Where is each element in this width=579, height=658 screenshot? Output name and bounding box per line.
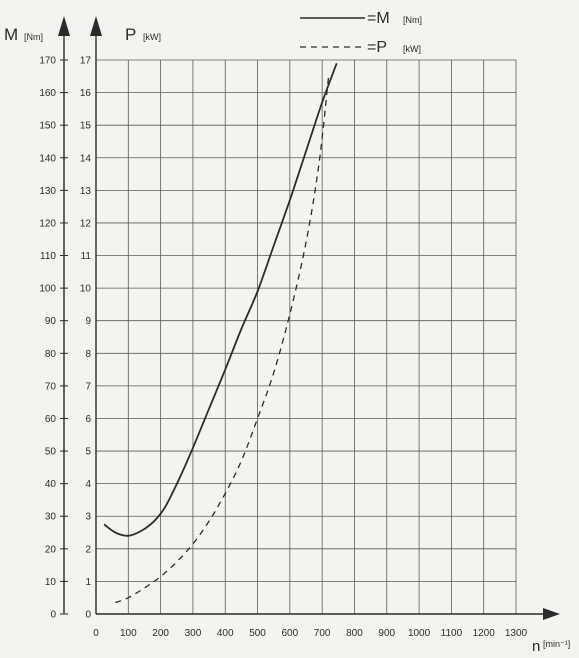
axes: [58, 16, 560, 620]
x-axis-title: n [min⁻¹]: [532, 638, 570, 655]
y-left-tick-label: 120: [39, 218, 56, 229]
y-right-tick-label: 11: [81, 251, 92, 262]
series-line-p: [115, 76, 330, 604]
y-right-tick-label: 12: [80, 218, 92, 229]
y-left-tick-label: 40: [45, 479, 57, 490]
grid: [96, 59, 517, 615]
legend-m-unit: [Nm]: [403, 15, 422, 25]
legend-m-symbol: =M: [367, 10, 390, 27]
y-left-tick-label: 110: [40, 251, 56, 262]
y-right-tick-label: 9: [85, 316, 91, 327]
x-axis-unit: [min⁻¹]: [543, 639, 570, 649]
y-right-tick-label: 8: [85, 349, 91, 360]
y-left-axis-symbol: M: [4, 25, 18, 44]
tick-labels: 0 100 200 300 400 500 600 700 800 900 1000 1100 1200…: [39, 56, 527, 640]
y-left-tick-label: 140: [39, 153, 56, 164]
x-tick-label: 400: [217, 628, 234, 639]
x-tick-label: 1100: [441, 628, 463, 639]
y-right-axis-symbol: P: [125, 25, 136, 44]
x-tick-label: 0: [93, 628, 99, 639]
y-left-tick-label: 100: [39, 284, 56, 295]
y-left-axis-title: M [Nm]: [4, 25, 43, 44]
y-right-tick-label: 4: [85, 479, 91, 490]
y-right-tick-label: 0: [85, 610, 91, 621]
y-left-axis-unit: [Nm]: [24, 32, 43, 42]
y-left-tick-label: 30: [45, 512, 57, 523]
y-right-tick-label: 2: [85, 544, 91, 555]
legend-p-unit: [kW]: [403, 44, 421, 54]
legend-p-symbol: =P: [367, 39, 387, 56]
y-right-tick-label: 6: [85, 414, 91, 425]
y-right-tick-label: 14: [80, 153, 92, 164]
x-tick-label: 100: [120, 628, 137, 639]
x-tick-label: 300: [185, 628, 202, 639]
y-right-tick-label: 1: [85, 577, 91, 588]
y-left-tick-label: 50: [45, 447, 57, 458]
y-right-tick-label: 15: [80, 121, 92, 132]
y-right-axis-title: P [kW]: [125, 25, 161, 44]
y-right-tick-label: 13: [80, 186, 92, 197]
y-left-tick-label: 20: [45, 544, 57, 555]
y-left-axis-arrow-icon: [58, 16, 70, 36]
y-right-tick-label: 17: [80, 56, 92, 67]
x-axis-arrow-icon: [543, 608, 560, 620]
y-right-tick-label: 7: [85, 381, 91, 392]
y-left-tick-label: 160: [39, 88, 56, 99]
y-right-axis-arrow-icon: [90, 16, 102, 36]
y-left-tick-label: 150: [39, 121, 56, 132]
y-left-tick-label: 90: [45, 316, 57, 327]
x-tick-label: 600: [282, 628, 299, 639]
x-tick-label: 500: [249, 628, 266, 639]
y-left-tick-label: 80: [45, 349, 57, 360]
x-tick-label: 1000: [408, 628, 431, 639]
series: [103, 62, 338, 604]
legend: =M [Nm] =P [kW]: [300, 10, 422, 56]
x-tick-label: 800: [346, 628, 363, 639]
y-left-tick-label: 170: [39, 56, 56, 67]
x-tick-label: 900: [378, 628, 395, 639]
x-axis-symbol: n: [532, 638, 540, 653]
y-right-tick-label: 16: [80, 88, 92, 99]
y-right-tick-label: 10: [80, 284, 92, 295]
y-right-tick-label: 3: [85, 512, 91, 523]
y-left-tick-label: 130: [39, 186, 56, 197]
x-tick-label: 1300: [505, 628, 528, 639]
y-left-tick-label: 0: [50, 610, 56, 621]
x-tick-label: 200: [152, 628, 169, 639]
y-left-tick-label: 70: [45, 381, 57, 392]
y-right-tick-label: 5: [85, 447, 91, 458]
y-left-tick-label: 60: [45, 414, 57, 425]
y-right-axis-unit: [kW]: [143, 32, 161, 42]
x-tick-label: 1200: [473, 628, 496, 639]
series-line-m: [103, 62, 338, 537]
x-tick-label: 700: [314, 628, 331, 639]
y-left-tick-label: 10: [45, 577, 57, 588]
